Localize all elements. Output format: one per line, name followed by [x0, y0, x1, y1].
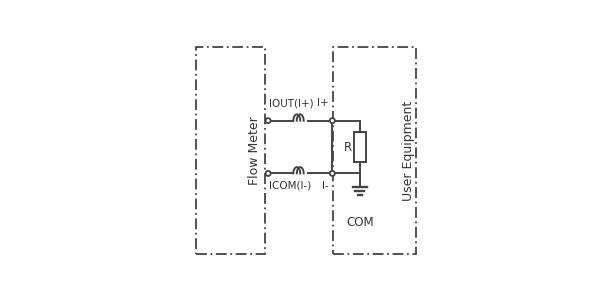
Bar [334, 47, 416, 254]
Text: COM: COM [346, 216, 374, 229]
Text: Flow Meter: Flow Meter [248, 116, 261, 185]
Text: ICOM(I-): ICOM(I-) [269, 181, 311, 191]
Text: IOUT(I+): IOUT(I+) [269, 98, 313, 108]
Circle shape [266, 171, 270, 176]
Circle shape [330, 171, 335, 176]
Text: User Equipment: User Equipment [402, 100, 414, 201]
Text: I+: I+ [317, 98, 328, 108]
Text: R: R [344, 141, 352, 153]
Bar [354, 132, 365, 162]
Bar [196, 47, 264, 254]
Text: I-: I- [322, 181, 328, 191]
Circle shape [330, 118, 335, 123]
Circle shape [266, 118, 270, 123]
